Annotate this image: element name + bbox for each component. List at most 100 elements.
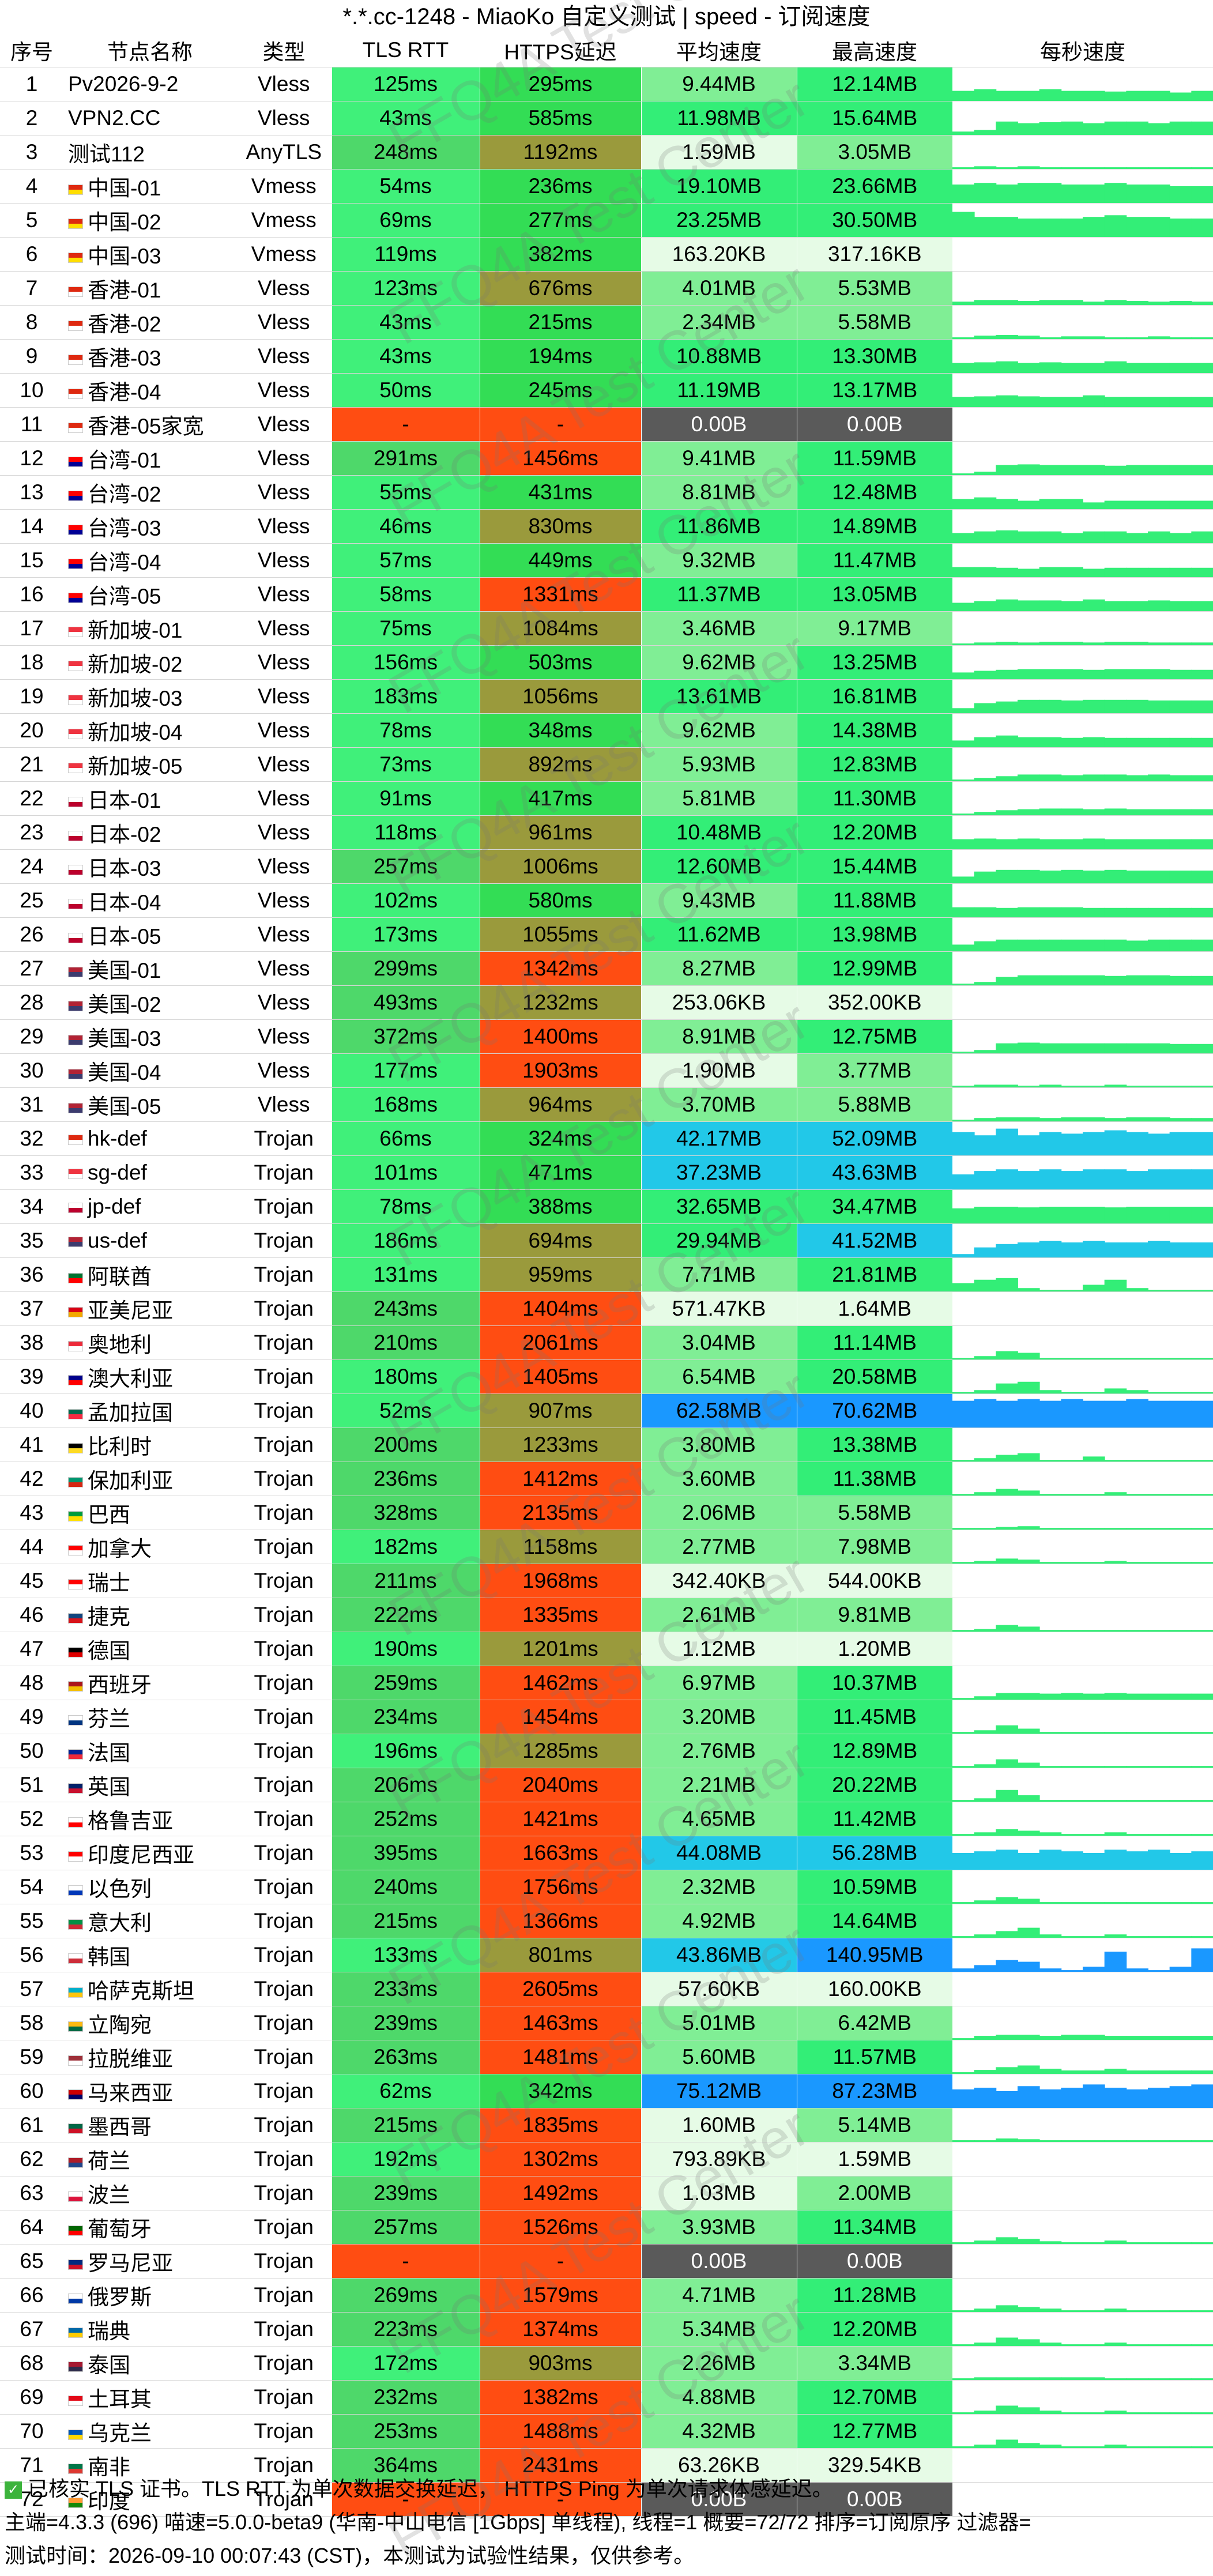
https-delay-cell: 1756ms bbox=[479, 1870, 641, 1904]
table-row[interactable]: 40 孟加拉国 Trojan 52ms 907ms 62.58MB 70.62MB bbox=[0, 1394, 1213, 1428]
table-row[interactable]: 19 新加坡-03 Vless 183ms 1056ms 13.61MB 16.81MB bbox=[0, 679, 1213, 714]
sparkline-bar bbox=[1148, 123, 1170, 134]
table-row[interactable]: 4 中国-01 Vmess 54ms 236ms 19.10MB 23.66MB bbox=[0, 169, 1213, 204]
table-row[interactable]: 54 以色列 Trojan 240ms 1756ms 2.32MB 10.59MB bbox=[0, 1870, 1213, 1904]
node-name: 波兰 bbox=[63, 2176, 236, 2210]
table-row[interactable]: 33 sg-def Trojan 101ms 471ms 37.23MB 43.63MB bbox=[0, 1155, 1213, 1190]
table-row[interactable]: 14 台湾-03 Vless 46ms 830ms 11.86MB 14.89MB bbox=[0, 509, 1213, 544]
table-row[interactable]: 21 新加坡-05 Vless 73ms 892ms 5.93MB 12.83MB bbox=[0, 747, 1213, 782]
table-row[interactable]: 42 保加利亚 Trojan 236ms 1412ms 3.60MB 11.38MB bbox=[0, 1462, 1213, 1496]
table-row[interactable]: 49 芬兰 Trojan 234ms 1454ms 3.20MB 11.45MB bbox=[0, 1700, 1213, 1734]
table-row[interactable]: 52 格鲁吉亚 Trojan 252ms 1421ms 4.65MB 11.42MB bbox=[0, 1802, 1213, 1836]
table-row[interactable]: 13 台湾-02 Vless 55ms 431ms 8.81MB 12.48MB bbox=[0, 475, 1213, 510]
table-row[interactable]: 39 澳大利亚 Trojan 180ms 1405ms 6.54MB 20.58MB bbox=[0, 1359, 1213, 1394]
table-row[interactable]: 46 捷克 Trojan 222ms 1335ms 2.61MB 9.81MB bbox=[0, 1598, 1213, 1632]
col-node-name-header[interactable]: 节点名称 bbox=[63, 33, 236, 67]
sparkline-bar bbox=[1039, 774, 1062, 781]
table-row[interactable]: 48 西班牙 Trojan 259ms 1462ms 6.97MB 10.37MB bbox=[0, 1666, 1213, 1700]
col-per-second-header[interactable]: 每秒速度 bbox=[952, 33, 1213, 67]
table-row[interactable]: 31 美国-05 Vless 168ms 964ms 3.70MB 5.88MB bbox=[0, 1087, 1213, 1122]
table-row[interactable]: 68 泰国 Trojan 172ms 903ms 2.26MB 3.34MB bbox=[0, 2346, 1213, 2381]
table-row[interactable]: 24 日本-03 Vless 257ms 1006ms 12.60MB 15.44MB bbox=[0, 849, 1213, 884]
table-row[interactable]: 70 乌克兰 Trojan 253ms 1488ms 4.32MB 12.77MB bbox=[0, 2414, 1213, 2449]
table-row[interactable]: 28 美国-02 Vless 493ms 1232ms 253.06KB 352.00KB bbox=[0, 985, 1213, 1020]
table-row[interactable]: 63 波兰 Trojan 239ms 1492ms 1.03MB 2.00MB bbox=[0, 2176, 1213, 2210]
table-row[interactable]: 12 台湾-01 Vless 291ms 1456ms 9.41MB 11.59MB bbox=[0, 441, 1213, 476]
node-type: Vless bbox=[236, 815, 331, 850]
table-row[interactable]: 55 意大利 Trojan 215ms 1366ms 4.92MB 14.64MB bbox=[0, 1904, 1213, 1938]
table-row[interactable]: 1 Pv2026-9-2 Vless 125ms 295ms 9.44MB 12.14MB bbox=[0, 67, 1213, 101]
col-max-speed-header[interactable]: 最高速度 bbox=[797, 33, 952, 67]
table-row[interactable]: 35 us-def Trojan 186ms 694ms 29.94MB 41.52MB bbox=[0, 1223, 1213, 1258]
table-row[interactable]: 11 香港-05家宽 Vless - -0.00B 0.00B bbox=[0, 407, 1213, 442]
table-row[interactable]: 69 土耳其 Trojan 232ms 1382ms 4.88MB 12.70MB bbox=[0, 2380, 1213, 2415]
sparkline-bar bbox=[1083, 870, 1105, 883]
table-row[interactable]: 57 哈萨克斯坦 Trojan 233ms 2605ms 57.60KB 160.00KB bbox=[0, 1972, 1213, 2006]
table-row[interactable]: 47 德国 Trojan 190ms 1201ms 1.12MB 1.20MB bbox=[0, 1632, 1213, 1666]
table-row[interactable]: 53 印度尼西亚 Trojan 395ms 1663ms 44.08MB 56.28MB bbox=[0, 1836, 1213, 1870]
table-row[interactable]: 50 法国 Trojan 196ms 1285ms 2.76MB 12.89MB bbox=[0, 1734, 1213, 1768]
table-row[interactable]: 30 美国-04 Vless 177ms 1903ms 1.90MB 3.77MB bbox=[0, 1053, 1213, 1088]
table-row[interactable]: 37 亚美尼亚 Trojan 243ms 1404ms 571.47KB 1.64MB bbox=[0, 1291, 1213, 1326]
table-row[interactable]: 3 测试112 AnyTLS 248ms 1192ms 1.59MB 3.05MB bbox=[0, 135, 1213, 170]
table-row[interactable]: 72 印度 Trojan - -0.00B 0.00B bbox=[0, 2482, 1213, 2517]
table-row[interactable]: 34 jp-def Trojan 78ms 388ms 32.65MB 34.47MB bbox=[0, 1189, 1213, 1224]
table-row[interactable]: 38 奥地利 Trojan 210ms 2061ms 3.04MB 11.14MB bbox=[0, 1325, 1213, 1360]
max-speed-cell: 6.42MB bbox=[796, 2006, 952, 2040]
table-row[interactable]: 20 新加坡-04 Vless 78ms 348ms 9.62MB 14.38MB bbox=[0, 713, 1213, 748]
table-row[interactable]: 29 美国-03 Vless 372ms 1400ms 8.91MB 12.75MB bbox=[0, 1019, 1213, 1054]
table-row[interactable]: 10 香港-04 Vless 50ms 245ms 11.19MB 13.17MB bbox=[0, 373, 1213, 408]
table-row[interactable]: 16 台湾-05 Vless 58ms 1331ms 11.37MB 13.05MB bbox=[0, 577, 1213, 612]
table-row[interactable]: 64 葡萄牙 Trojan 257ms 1526ms 3.93MB 11.34MB bbox=[0, 2210, 1213, 2244]
table-row[interactable]: 17 新加坡-01 Vless 75ms 1084ms 3.46MB 9.17MB bbox=[0, 611, 1213, 646]
sparkline-bar bbox=[1169, 1833, 1192, 1835]
table-row[interactable]: 58 立陶宛 Trojan 239ms 1463ms 5.01MB 6.42MB bbox=[0, 2006, 1213, 2040]
table-row[interactable]: 43 巴西 Trojan 328ms 2135ms 2.06MB 5.58MB bbox=[0, 1496, 1213, 1530]
table-row[interactable]: 56 韩国 Trojan 133ms 801ms 43.86MB 140.95MB bbox=[0, 1938, 1213, 1972]
table-row[interactable]: 45 瑞士 Trojan 211ms 1968ms 342.40KB 544.00KB bbox=[0, 1564, 1213, 1598]
table-row[interactable]: 18 新加坡-02 Vless 156ms 503ms 9.62MB 13.25MB bbox=[0, 645, 1213, 680]
col-tls-rtt-header[interactable]: TLS RTT bbox=[331, 33, 480, 67]
sparkline-bar bbox=[1148, 2070, 1170, 2073]
table-row[interactable]: 59 拉脱维亚 Trojan 263ms 1481ms 5.60MB 11.57MB bbox=[0, 2040, 1213, 2074]
col-index-header[interactable]: 序号 bbox=[0, 33, 63, 67]
table-row[interactable]: 15 台湾-04 Vless 57ms 449ms 9.32MB 11.47MB bbox=[0, 543, 1213, 578]
table-row[interactable]: 7 香港-01 Vless 123ms 676ms 4.01MB 5.53MB bbox=[0, 271, 1213, 306]
table-row[interactable]: 26 日本-05 Vless 173ms 1055ms 11.62MB 13.98MB bbox=[0, 917, 1213, 952]
table-row[interactable]: 41 比利时 Trojan 200ms 1233ms 3.80MB 13.38MB bbox=[0, 1428, 1213, 1462]
sparkline-bar bbox=[1083, 1169, 1105, 1189]
col-type-header[interactable]: 类型 bbox=[236, 33, 331, 67]
avg-speed-cell: 11.62MB bbox=[641, 917, 797, 952]
col-https-delay-header[interactable]: HTTPS延迟 bbox=[480, 33, 641, 67]
sparkline-bar bbox=[1169, 1400, 1192, 1427]
table-row[interactable]: 22 日本-01 Vless 91ms 417ms 5.81MB 11.30MB bbox=[0, 781, 1213, 816]
table-row[interactable]: 27 美国-01 Vless 299ms 1342ms 8.27MB 12.99MB bbox=[0, 951, 1213, 986]
table-row[interactable]: 51 英国 Trojan 206ms 2040ms 2.21MB 20.22MB bbox=[0, 1768, 1213, 1802]
sparkline-bar bbox=[996, 1960, 1018, 1971]
table-row[interactable]: 2 VPN2.CC Vless 43ms 585ms 11.98MB 15.64MB bbox=[0, 101, 1213, 135]
table-row[interactable]: 66 俄罗斯 Trojan 269ms 1579ms 4.71MB 11.28MB bbox=[0, 2278, 1213, 2313]
table-row[interactable]: 5 中国-02 Vmess 69ms 277ms 23.25MB 30.50MB bbox=[0, 203, 1213, 238]
table-row[interactable]: 65 罗马尼亚 Trojan - -0.00B 0.00B bbox=[0, 2244, 1213, 2279]
sparkline-bar bbox=[1061, 499, 1083, 509]
table-row[interactable]: 60 马来西亚 Trojan 62ms 342ms 75.12MB 87.23MB bbox=[0, 2074, 1213, 2108]
sparkline-bar bbox=[1039, 2308, 1062, 2311]
table-row[interactable]: 9 香港-03 Vless 43ms 194ms 10.88MB 13.30MB bbox=[0, 339, 1213, 374]
col-avg-speed-header[interactable]: 平均速度 bbox=[641, 33, 797, 67]
table-row[interactable]: 61 墨西哥 Trojan 215ms 1835ms 1.60MB 5.14MB bbox=[0, 2108, 1213, 2142]
table-row[interactable]: 8 香港-02 Vless 43ms 215ms 2.34MB 5.58MB bbox=[0, 305, 1213, 340]
tls-rtt-cell: 215ms bbox=[331, 1904, 480, 1938]
table-row[interactable]: 36 阿联酋 Trojan 131ms 959ms 7.71MB 21.81MB bbox=[0, 1257, 1213, 1292]
table-row[interactable]: 71 南非 Trojan 364ms 2431ms 63.26KB 329.54KB bbox=[0, 2448, 1213, 2483]
max-speed-cell: 70.62MB bbox=[796, 1394, 952, 1428]
table-row[interactable]: 6 中国-03 Vmess 119ms 382ms 163.20KB 317.16KB bbox=[0, 237, 1213, 272]
table-row[interactable]: 25 日本-04 Vless 102ms 580ms 9.43MB 11.88MB bbox=[0, 883, 1213, 918]
sparkline-bar bbox=[1083, 531, 1105, 543]
table-row[interactable]: 32 hk-def Trojan 66ms 324ms 42.17MB 52.09MB bbox=[0, 1121, 1213, 1156]
table-row[interactable]: 62 荷兰 Trojan 192ms 1302ms 793.89KB 1.59MB bbox=[0, 2142, 1213, 2176]
table-row[interactable]: 44 加拿大 Trojan 182ms 1158ms 2.77MB 7.98MB bbox=[0, 1530, 1213, 1564]
https-delay-cell: 449ms bbox=[479, 543, 641, 578]
node-type: Trojan bbox=[236, 1462, 331, 1496]
table-row[interactable]: 23 日本-02 Vless 118ms 961ms 10.48MB 12.20MB bbox=[0, 815, 1213, 850]
table-row[interactable]: 67 瑞典 Trojan 223ms 1374ms 5.34MB 12.20MB bbox=[0, 2312, 1213, 2347]
